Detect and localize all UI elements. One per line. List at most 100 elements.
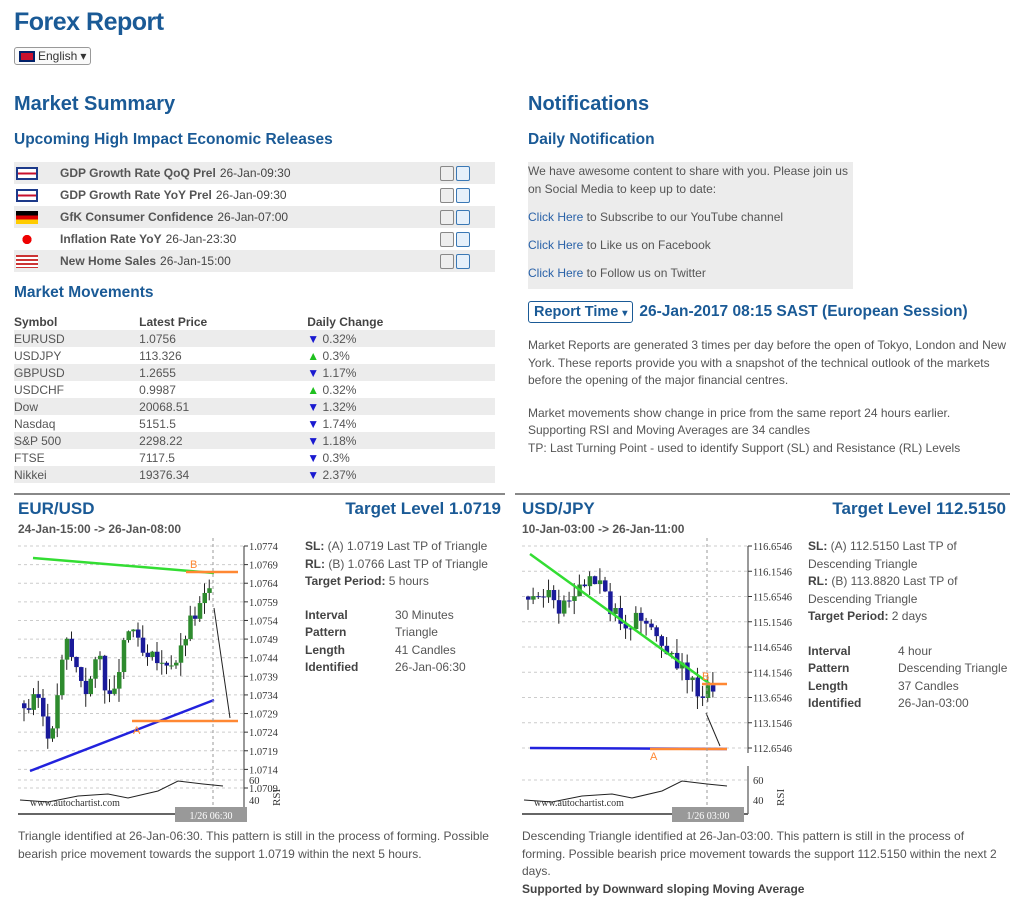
pair-title: EUR/USD <box>18 499 95 518</box>
date-range: 24-Jan-15:00 -> 26-Jan-08:00 <box>18 522 182 536</box>
candle <box>587 576 593 587</box>
candle <box>628 628 634 630</box>
target-level: Target Level 1.0719 <box>345 499 501 518</box>
release-time: 26-Jan-07:00 <box>217 210 289 224</box>
candle <box>126 631 131 641</box>
candle <box>36 694 41 698</box>
candle <box>55 695 60 729</box>
y-tick-label: 1.0734 <box>249 691 279 702</box>
twitter-link[interactable]: Click Here <box>528 266 584 280</box>
release-name: GfK Consumer Confidence <box>60 210 214 224</box>
notifications-title: Notifications <box>528 93 650 115</box>
candle <box>136 629 141 638</box>
y-tick-label: 116.6546 <box>753 542 792 553</box>
time-marker: 1/26 06:30 <box>189 811 232 822</box>
y-tick-label: 113.6546 <box>753 694 792 705</box>
change: ▼ 1.17% <box>307 364 495 381</box>
rsi-label: RSI <box>775 789 787 806</box>
report-time-dropdown[interactable]: Report Time ▾ <box>528 301 634 323</box>
language-select[interactable]: English ▾ <box>14 47 92 65</box>
notification-intro: We have awesome content to share with yo… <box>528 164 848 196</box>
candle <box>131 629 136 632</box>
candle <box>690 677 695 681</box>
price-chart: 1.0774 1.0769 1.0764 1.0759 1.0754 1.0749 1.07… <box>18 538 283 822</box>
google-calendar-icon[interactable] <box>456 253 470 269</box>
arrow-up-icon: ▲ <box>307 382 320 397</box>
release-name: New Home Sales <box>60 254 157 268</box>
candle <box>83 680 89 695</box>
candle <box>700 696 706 698</box>
change-value: 1.32% <box>322 399 357 414</box>
candle <box>178 645 184 663</box>
candle <box>633 612 639 630</box>
market-movements-table: Symbol Latest Price Daily Change EURUSD 1.07… <box>14 314 495 483</box>
report-time-row: Report Time ▾ 26-Jan-2017 08:15 SAST (Eu… <box>528 301 1010 323</box>
date-range: 10-Jan-03:00 -> 26-Jan-11:00 <box>522 522 685 536</box>
google-calendar-icon[interactable] <box>456 187 470 203</box>
candle <box>102 655 108 691</box>
detail-value: 26-Jan-06:30 <box>395 660 466 674</box>
chart-divider <box>14 493 505 495</box>
release-time: 26-Jan-09:30 <box>215 188 287 202</box>
release-time: 26-Jan-15:00 <box>160 254 231 268</box>
candle <box>22 703 27 709</box>
outlook-calendar-icon[interactable] <box>440 209 454 225</box>
market-summary-title: Market Summary <box>14 93 176 115</box>
table-row: USDCHF 0.9987 ▲ 0.32% <box>14 381 495 398</box>
outlook-calendar-icon[interactable] <box>440 187 454 203</box>
rsi-line <box>19 780 224 803</box>
y-tick-label: 1.0729 <box>249 710 278 721</box>
price: 7117.5 <box>139 450 175 465</box>
candle <box>121 640 127 673</box>
change-value: 1.74% <box>322 416 357 431</box>
candle <box>88 678 93 695</box>
candle <box>567 600 572 602</box>
candle <box>613 608 618 615</box>
tp-description: TP: Last Turning Point - used to identif… <box>528 440 961 455</box>
point-b-label: B <box>702 671 709 683</box>
caret-down-icon: ▾ <box>622 308 628 319</box>
language-label: English <box>38 49 78 63</box>
outlook-calendar-icon[interactable] <box>440 253 454 269</box>
symbol: Dow <box>14 398 140 415</box>
release-name: GDP Growth Rate YoY Prel <box>60 188 212 202</box>
daily-notification-title: Daily Notification <box>528 131 655 148</box>
arrow-down-icon: ▼ <box>307 467 320 482</box>
youtube-link[interactable]: Click Here <box>528 210 584 224</box>
arrow-down-icon: ▼ <box>307 450 320 465</box>
change-value: 0.32% <box>322 331 357 346</box>
change: ▲ 0.3% <box>307 347 495 364</box>
pattern-summary-block: Descending Triangle identified at 26-Jan… <box>522 828 1004 898</box>
rsi-tick: 40 <box>249 796 260 807</box>
release-row: Inflation Rate YoY 26-Jan-23:30 <box>14 228 495 250</box>
price-chart: 116.6546 116.1546 115.6546 115.1546 114.6546… <box>522 538 792 822</box>
outlook-calendar-icon[interactable] <box>440 231 454 247</box>
facebook-link[interactable]: Click Here <box>528 238 584 252</box>
col-symbol: Symbol <box>14 315 58 329</box>
change: ▼ 0.32% <box>307 330 495 347</box>
chart-divider <box>515 493 1010 495</box>
outlook-calendar-icon[interactable] <box>440 165 454 181</box>
symbol: GBPUSD <box>14 364 140 381</box>
pattern-summary: Triangle identified at 26-Jan-06:30. Thi… <box>18 829 489 861</box>
google-calendar-icon[interactable] <box>456 209 470 225</box>
table-row: Dow 20068.51 ▼ 1.32% <box>14 398 495 415</box>
google-calendar-icon[interactable] <box>456 231 470 247</box>
forecast-arrow <box>213 607 231 719</box>
candle <box>207 588 212 593</box>
google-calendar-icon[interactable] <box>456 165 470 181</box>
table-row: Nikkei 19376.34 ▼ 2.37% <box>14 466 495 483</box>
pattern-summary-block: Triangle identified at 26-Jan-06:30. Thi… <box>18 828 500 863</box>
detail-label: Interval <box>808 643 851 658</box>
point-a-label: A <box>650 751 658 763</box>
candle <box>164 662 169 666</box>
candle <box>561 600 567 614</box>
candle <box>572 596 577 601</box>
detail-label: Identified <box>305 660 359 674</box>
candle <box>98 655 103 660</box>
change-value: 1.17% <box>322 365 357 380</box>
sl-label: SL: <box>808 539 828 553</box>
price: 2298.22 <box>139 432 308 449</box>
arrow-down-icon: ▼ <box>307 399 320 414</box>
arrow-down-icon: ▼ <box>307 433 320 448</box>
